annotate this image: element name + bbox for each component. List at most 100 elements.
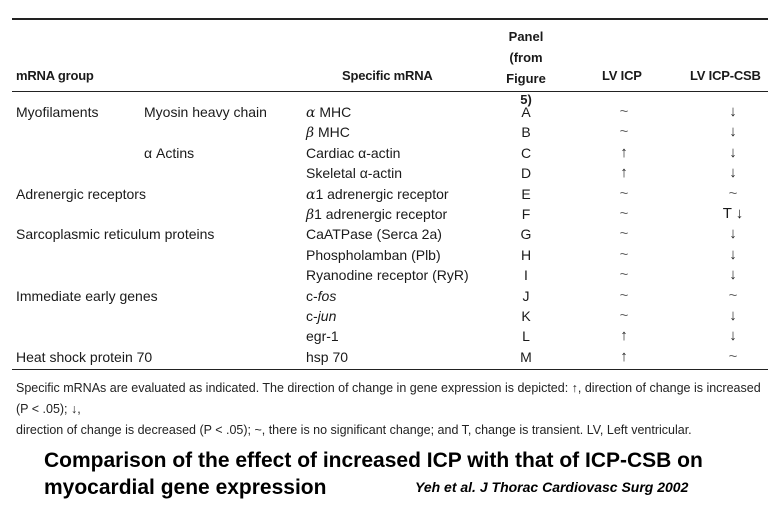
mrna-name: Phospholamban (Plb)	[306, 246, 441, 263]
mrna-name: CaATPase (Serca 2a)	[306, 226, 442, 243]
table-row: Immediate early genes c-fos J ~ ~	[0, 286, 776, 306]
lv-icp-csb-change-cell: ↓	[729, 245, 737, 263]
mrna-subgroup-cell: Myosin heavy chain	[144, 104, 267, 120]
mrna-suffix: fos	[317, 287, 337, 304]
mrna-group-cell: Heat shock protein 70	[16, 348, 153, 365]
specific-mrna-cell: β1 adrenergic receptor	[306, 204, 447, 225]
lv-icp-csb-change-cell: ↓	[729, 103, 737, 120]
specific-mrna-cell: egr-1	[306, 326, 339, 347]
lv-icp-csb-change-cell: ↓	[729, 327, 737, 345]
slide-caption: Comparison of the effect of increased IC…	[44, 447, 703, 501]
header-panel-line: Figure 5)	[506, 71, 546, 107]
footnote-line: direction of change is decreased (P < .0…	[16, 423, 692, 437]
citation: Yeh et al. J Thorac Cardiovasc Surg 2002	[415, 479, 689, 495]
lv-icp-change-cell: ~	[619, 245, 629, 263]
lv-icp-csb-change-cell: ↓	[729, 123, 737, 141]
panel-cell: I	[524, 267, 528, 284]
footnote-line: Specific mRNAs are evaluated as indicate…	[16, 381, 761, 416]
mrna-group-cell: Adrenergic receptors	[16, 185, 146, 202]
specific-mrna-cell: Phospholamban (Plb)	[306, 245, 441, 266]
lv-icp-csb-change-cell: ~	[728, 184, 738, 202]
specific-mrna-cell: α MHC	[306, 102, 351, 123]
specific-mrna-cell: Skeletal α-actin	[306, 163, 402, 184]
caption-line: myocardial gene expression	[44, 476, 327, 499]
table-top-rule	[12, 18, 768, 20]
mrna-name: Ryanodine receptor (RyR)	[306, 267, 469, 284]
mrna-group-cell: Myofilaments	[16, 104, 99, 120]
lv-icp-change-cell: ~	[619, 123, 629, 141]
table-row: Myofilaments Myosin heavy chain α MHC A ~ ↓	[0, 102, 776, 122]
panel-cell: K	[521, 308, 531, 324]
table-bottom-rule	[12, 369, 768, 370]
table-row: β MHC B ~ ↓	[0, 122, 776, 142]
lv-icp-csb-change-cell: T ↓	[722, 205, 744, 222]
panel-cell: G	[520, 226, 532, 243]
table-footnote: Specific mRNAs are evaluated as indicate…	[16, 378, 766, 441]
lv-icp-csb-change-cell: ~	[728, 286, 738, 304]
table-row: Phospholamban (Plb) H ~ ↓	[0, 245, 776, 265]
mrna-name: hsp 70	[306, 348, 349, 365]
panel-cell: M	[520, 348, 532, 365]
table-row: Ryanodine receptor (RyR) I ~ ↓	[0, 265, 776, 285]
table-row: Heat shock protein 70 hsp 70 M ↑ ~	[0, 347, 776, 367]
panel-cell: D	[520, 165, 532, 182]
header-specific-mrna: Specific mRNA	[342, 68, 433, 83]
lv-icp-change-cell: ~	[619, 266, 629, 284]
lv-icp-csb-change-cell: ~	[728, 347, 738, 365]
header-panel-line: (from	[509, 50, 543, 65]
panel-cell: F	[521, 206, 531, 222]
header-lv-icp: LV ICP	[602, 68, 642, 83]
mrna-suffix: jun	[317, 308, 337, 324]
table-row: egr-1 L ↑ ↓	[0, 326, 776, 346]
mrna-name: egr-1	[306, 328, 339, 345]
mrna-greek-prefix: α	[306, 105, 316, 121]
caption-line: Comparison of the effect of increased IC…	[44, 449, 703, 472]
specific-mrna-cell: CaATPase (Serca 2a)	[306, 224, 442, 245]
panel-cell: J	[522, 287, 530, 304]
lv-icp-change-cell: ~	[619, 184, 629, 202]
lv-icp-csb-change-cell: ↓	[729, 266, 737, 284]
panel-cell: H	[520, 246, 532, 263]
lv-icp-change-cell: ~	[619, 225, 629, 243]
header-lv-icp-csb: LV ICP-CSB	[690, 68, 761, 83]
specific-mrna-cell: Cardiac α-actin	[306, 143, 400, 164]
table-row: Adrenergic receptors α1 adrenergic recept…	[0, 184, 776, 204]
specific-mrna-cell: c-jun	[306, 306, 336, 327]
table-row: Skeletal α-actin D ↑ ↓	[0, 163, 776, 183]
panel-cell: B	[521, 124, 531, 141]
mrna-name: MHC	[315, 104, 352, 120]
table-row: α Actins Cardiac α-actin C ↑ ↓	[0, 143, 776, 163]
panel-cell: E	[521, 185, 531, 202]
lv-icp-csb-change-cell: ↓	[729, 164, 737, 182]
lv-icp-change-cell: ↑	[620, 143, 628, 161]
panel-cell: A	[521, 104, 531, 120]
specific-mrna-cell: Ryanodine receptor (RyR)	[306, 265, 469, 286]
mrna-name: Cardiac	[306, 144, 359, 161]
header-panel-line: Panel	[508, 29, 544, 44]
lv-icp-change-cell: ↑	[620, 327, 628, 345]
header-panel: Panel (from Figure 5)	[500, 26, 552, 110]
mrna-name: MHC	[314, 124, 350, 141]
mrna-group-cell: Sarcoplasmic reticulum proteins	[16, 226, 215, 243]
lv-icp-change-cell: ~	[619, 103, 629, 120]
mrna-suffix: α-actin	[359, 165, 403, 182]
mrna-name: Skeletal	[306, 165, 360, 182]
lv-icp-csb-change-cell: ↓	[729, 307, 737, 324]
table-row: β1 adrenergic receptor F ~ T ↓	[0, 204, 776, 224]
lv-icp-csb-change-cell: ↓	[729, 143, 737, 161]
mrna-group-cell: Immediate early genes	[16, 287, 158, 304]
lv-icp-change-cell: ~	[619, 286, 629, 304]
specific-mrna-cell: c-fos	[306, 286, 336, 307]
lv-icp-csb-change-cell: ↓	[729, 225, 737, 243]
mrna-name: 1 adrenergic receptor	[314, 206, 448, 222]
table-header-rule	[12, 91, 768, 92]
lv-icp-change-cell: ↑	[620, 164, 628, 182]
panel-cell: C	[520, 144, 532, 161]
table-row: c-jun K ~ ↓	[0, 306, 776, 326]
mrna-suffix: α-actin	[358, 144, 401, 161]
lv-icp-change-cell: ~	[619, 205, 629, 222]
mrna-name: c-	[306, 287, 318, 304]
mrna-name: 1 adrenergic receptor	[315, 185, 449, 202]
specific-mrna-cell: α1 adrenergic receptor	[306, 184, 449, 205]
specific-mrna-cell: β MHC	[306, 122, 350, 143]
